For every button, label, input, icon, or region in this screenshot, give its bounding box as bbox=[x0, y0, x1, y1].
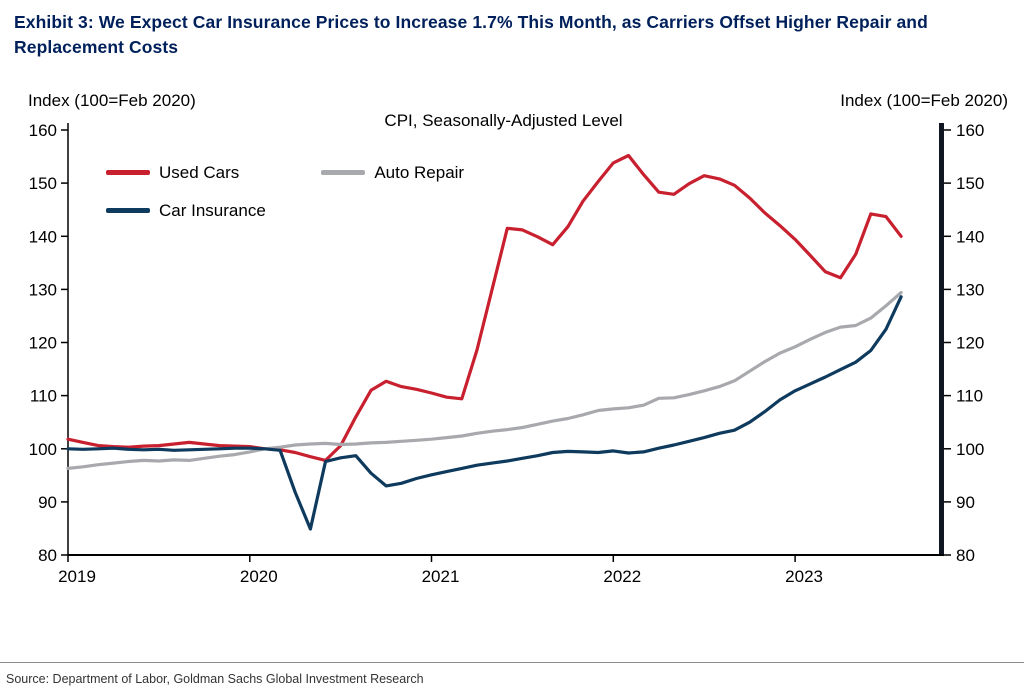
right-axis-note: Index (100=Feb 2020) bbox=[840, 90, 1008, 110]
legend-label-car-insurance: Car Insurance bbox=[159, 200, 266, 220]
chart-legend: Used Cars Auto Repair Car Insurance bbox=[106, 163, 464, 221]
exhibit-title: Exhibit 3: We Expect Car Insurance Price… bbox=[14, 12, 928, 58]
axis-note-row: Index (100=Feb 2020) Index (100=Feb 2020… bbox=[14, 91, 1010, 111]
svg-text:2021: 2021 bbox=[422, 567, 460, 586]
svg-text:80: 80 bbox=[956, 546, 975, 565]
svg-text:130: 130 bbox=[29, 280, 57, 299]
legend-item-car-insurance: Car Insurance bbox=[106, 201, 266, 221]
svg-text:100: 100 bbox=[956, 440, 984, 459]
footer: Source: Department of Labor, Goldman Sac… bbox=[0, 662, 1024, 698]
chart-subtitle: CPI, Seasonally-Adjusted Level bbox=[384, 110, 623, 130]
svg-text:90: 90 bbox=[38, 493, 57, 512]
legend-item-auto-repair: Auto Repair bbox=[321, 163, 464, 183]
svg-text:110: 110 bbox=[30, 386, 57, 405]
legend-label-used-cars: Used Cars bbox=[159, 162, 240, 182]
cpi-line-chart: 80 80 90 90 100 100 110 110 120 120 130 130 140 140 15… bbox=[29, 121, 985, 586]
svg-text:150: 150 bbox=[956, 174, 984, 193]
svg-text:2019: 2019 bbox=[58, 567, 96, 586]
exhibit-page: Exhibit 3: We Expect Car Insurance Price… bbox=[14, 12, 1010, 593]
svg-text:120: 120 bbox=[956, 333, 984, 352]
svg-text:2023: 2023 bbox=[785, 567, 823, 586]
svg-text:100: 100 bbox=[29, 440, 57, 459]
svg-text:2022: 2022 bbox=[603, 567, 641, 586]
car-insurance-line-swatch bbox=[106, 208, 150, 214]
auto-repair-line-swatch bbox=[321, 170, 366, 176]
svg-text:160: 160 bbox=[956, 121, 984, 140]
source-note: Source: Department of Labor, Goldman Sac… bbox=[6, 672, 424, 686]
svg-text:160: 160 bbox=[29, 121, 57, 140]
svg-text:150: 150 bbox=[29, 174, 57, 193]
svg-text:130: 130 bbox=[956, 280, 984, 299]
used-cars-line-swatch bbox=[106, 170, 150, 176]
left-axis-note: Index (100=Feb 2020) bbox=[28, 90, 196, 110]
legend-item-used-cars: Used Cars bbox=[106, 163, 239, 183]
footer-divider bbox=[0, 662, 1024, 663]
legend-row-2: Car Insurance bbox=[106, 201, 464, 221]
svg-text:2020: 2020 bbox=[240, 567, 278, 586]
svg-text:110: 110 bbox=[956, 386, 983, 405]
svg-text:140: 140 bbox=[29, 227, 57, 246]
svg-text:120: 120 bbox=[29, 333, 57, 352]
legend-row-1: Used Cars Auto Repair bbox=[106, 163, 464, 183]
svg-text:140: 140 bbox=[956, 227, 984, 246]
svg-text:80: 80 bbox=[38, 546, 57, 565]
legend-label-auto-repair: Auto Repair bbox=[374, 162, 465, 182]
chart-area: 80 80 90 90 100 100 110 110 120 120 130 130 140 140 15… bbox=[14, 111, 1010, 593]
svg-text:90: 90 bbox=[956, 493, 975, 512]
